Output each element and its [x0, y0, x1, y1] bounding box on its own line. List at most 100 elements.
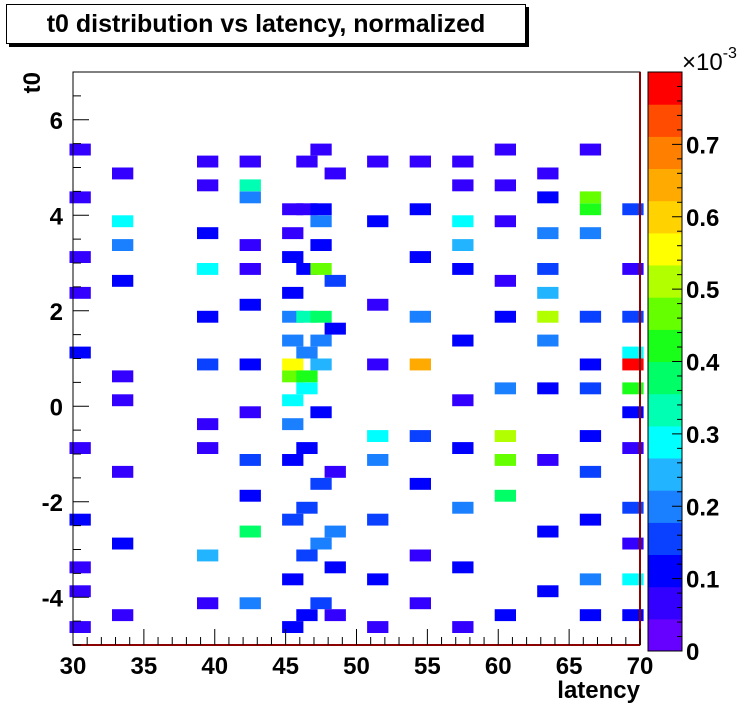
heatmap-cell: [282, 251, 304, 263]
palette-swatch: [648, 586, 682, 620]
heatmap-cell: [282, 573, 304, 586]
heatmap-cell: [112, 609, 134, 622]
heatmap-cell: [537, 227, 559, 240]
heatmap-cell: [324, 609, 346, 622]
heatmap-cell: [112, 239, 134, 251]
heatmap-cell: [409, 430, 431, 442]
heatmap-cell: [409, 358, 431, 371]
heatmap-cell: [409, 155, 431, 168]
heatmap-cell: [494, 310, 516, 323]
palette-swatch: [648, 232, 682, 266]
heatmap-cell: [324, 322, 346, 335]
x-tick-label: 60: [485, 653, 512, 680]
heatmap-cell: [537, 310, 559, 323]
heatmap-cell: [324, 167, 346, 180]
heatmap-cell: [324, 465, 346, 478]
heatmap-cell: [239, 597, 261, 610]
heatmap-cell: [494, 454, 516, 466]
heatmap-cell: [69, 442, 91, 454]
heatmap-cell: [537, 263, 559, 275]
heatmap-cell: [452, 155, 474, 168]
palette-swatch: [648, 104, 682, 137]
heatmap-cell: [622, 501, 644, 514]
heatmap-cell: [282, 394, 304, 407]
heatmap-cell: [579, 227, 602, 240]
heatmap-cell: [296, 382, 318, 395]
heatmap-cell: [494, 274, 516, 287]
heatmap-cell: [310, 406, 332, 419]
heatmap-cell: [239, 179, 261, 192]
heatmap-cell: [310, 203, 332, 216]
z-exponent-power: -3: [723, 45, 737, 62]
palette-swatch: [648, 361, 682, 395]
palette-swatch: [648, 168, 682, 202]
heatmap-cell: [282, 310, 304, 323]
heatmap-cell: [537, 525, 559, 538]
heatmap-cell: [452, 561, 474, 574]
y-axis-label: t0: [19, 72, 46, 93]
heatmap-cell: [239, 298, 261, 311]
heatmap-cells: [69, 143, 644, 633]
heatmap-cell: [197, 263, 219, 275]
x-tick-label: 70: [627, 653, 654, 680]
heatmap-cell: [69, 346, 91, 359]
heatmap-cell: [494, 215, 516, 228]
heatmap-cell: [537, 382, 559, 395]
z-tick-label: 0.2: [686, 494, 719, 521]
heatmap-cell: [579, 191, 602, 204]
heatmap-cell: [494, 143, 516, 156]
heatmap-cell: [409, 549, 431, 562]
heatmap-cell: [239, 525, 261, 538]
heatmap-cell: [282, 370, 304, 383]
heatmap-cell: [367, 454, 389, 466]
heatmap-cell: [452, 334, 474, 347]
heatmap-cell: [112, 465, 134, 478]
heatmap-cell: [310, 537, 332, 550]
heatmap-cell: [239, 454, 261, 466]
y-tick-label: 2: [50, 299, 63, 326]
palette-swatch: [648, 425, 682, 459]
heatmap-cell: [69, 621, 91, 633]
heatmap-cell: [579, 382, 602, 395]
heatmap-cell: [197, 179, 219, 192]
palette-swatch: [648, 297, 682, 330]
palette-swatch: [648, 458, 682, 491]
heatmap-cell: [579, 310, 602, 323]
heatmap-cell: [579, 609, 602, 622]
heatmap-cell: [537, 334, 559, 347]
heatmap-cell: [367, 430, 389, 442]
heatmap-cell: [622, 573, 644, 586]
heatmap-cell: [197, 597, 219, 610]
heatmap-cell: [282, 418, 304, 431]
heatmap-cell: [310, 215, 332, 228]
heatmap-cell: [69, 561, 91, 574]
heatmap-cell: [197, 549, 219, 562]
heatmap-cell: [310, 239, 332, 251]
heatmap-cell: [112, 167, 134, 180]
heatmap-cell: [409, 477, 431, 490]
heatmap-cell: [622, 358, 644, 371]
heatmap-cell: [69, 585, 91, 598]
heatmap-cell: [537, 454, 559, 466]
heatmap-cell: [310, 263, 332, 275]
z-axis: 0 0.1 0.2 0.3 0.4 0.5 0.6 0.7: [672, 71, 720, 666]
heatmap-cell: [239, 239, 261, 251]
heatmap-cell: [452, 263, 474, 275]
heatmap-cell: [239, 155, 261, 168]
heatmap-cell: [622, 406, 644, 419]
heatmap-cell: [310, 334, 332, 347]
heatmap-cell: [622, 382, 644, 395]
z-tick-label: 0.5: [686, 277, 719, 304]
heatmap-cell: [112, 215, 134, 228]
heatmap-cell: [367, 155, 389, 168]
heatmap-cell: [622, 442, 644, 454]
heatmap-cell: [296, 155, 318, 168]
palette-swatch: [648, 329, 682, 362]
heatmap-cell: [282, 358, 304, 371]
heatmap-cell: [324, 274, 346, 287]
heatmap-cell: [452, 621, 474, 633]
x-axis: 30 35 40 45 50 55 60 65 70: [60, 629, 654, 680]
z-tick-label: 0.6: [686, 205, 719, 232]
palette-swatch: [648, 136, 682, 169]
heatmap-cell: [296, 549, 318, 562]
